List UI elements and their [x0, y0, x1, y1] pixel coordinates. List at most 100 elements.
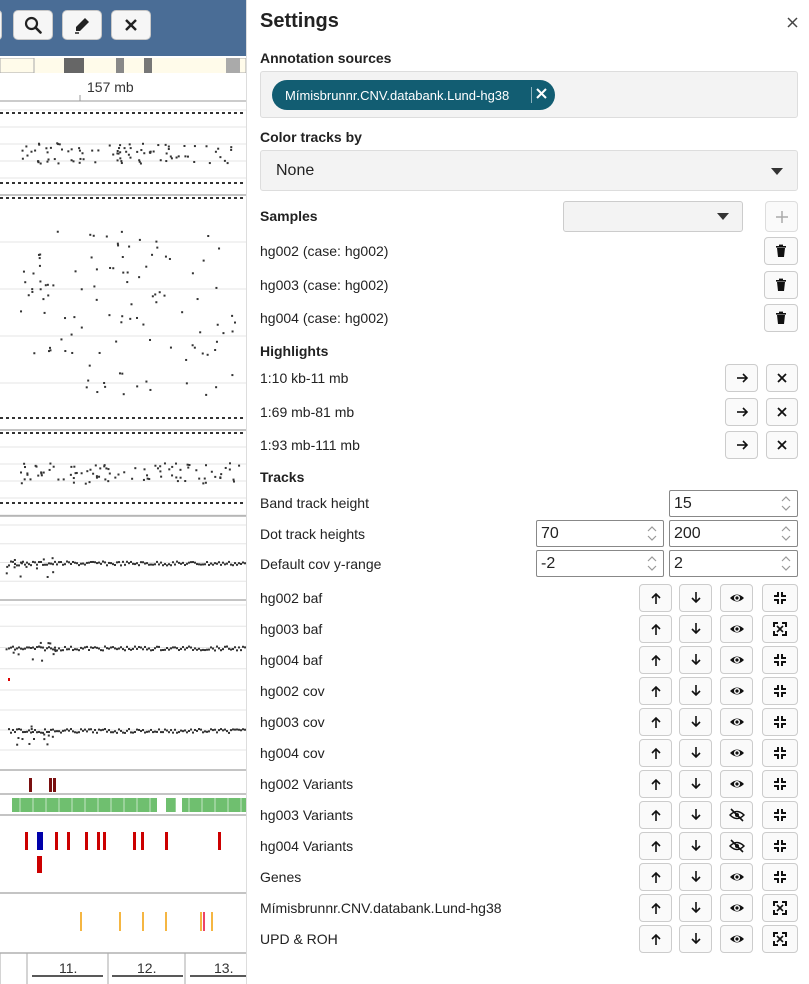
remove-highlight-button[interactable]	[766, 398, 798, 426]
baf-dot	[129, 156, 132, 159]
toggle-track-expand-button[interactable]	[762, 646, 798, 674]
move-track-up-button[interactable]	[639, 584, 672, 612]
cov-dot	[54, 730, 56, 733]
toggle-track-expand-button[interactable]	[762, 863, 798, 891]
baf-dot	[78, 147, 81, 150]
cov-y-range-min-input[interactable]: -2	[536, 550, 664, 577]
cov-dot	[70, 562, 72, 565]
marker-button[interactable]	[62, 10, 102, 40]
baf-dot	[207, 235, 210, 238]
cov-dot	[154, 647, 156, 650]
toggle-track-expand-button[interactable]	[762, 677, 798, 705]
move-track-down-button[interactable]	[679, 739, 712, 767]
add-sample-button[interactable]	[765, 201, 798, 232]
chromosome-label[interactable]: 11.	[59, 960, 78, 976]
dot-track-height-min-input[interactable]: 70	[536, 520, 664, 547]
genome-viewer[interactable]: 157 mb 11. 12. 13.	[0, 0, 246, 984]
toggle-track-visibility-button[interactable]	[720, 863, 753, 891]
toggle-track-visibility-button[interactable]	[720, 708, 753, 736]
move-track-up-button[interactable]	[639, 863, 672, 891]
move-track-up-button[interactable]	[639, 708, 672, 736]
zoom-button[interactable]	[13, 10, 53, 40]
spinner-icon[interactable]	[781, 555, 791, 572]
toggle-track-expand-button[interactable]	[762, 801, 798, 829]
toggle-track-expand-button[interactable]	[762, 739, 798, 767]
toggle-track-visibility-button[interactable]	[720, 677, 753, 705]
toggle-track-expand-button[interactable]	[762, 832, 798, 860]
remove-sample-button[interactable]	[764, 304, 798, 332]
move-track-up-button[interactable]	[639, 832, 672, 860]
goto-highlight-button[interactable]	[725, 431, 758, 459]
dot-track-height-max-input[interactable]: 200	[669, 520, 798, 547]
toggle-track-visibility-button[interactable]	[720, 832, 753, 860]
cov-dot	[64, 563, 66, 566]
annotation-sources-select[interactable]: Mímisbrunnr.CNV.databank.Lund-hg38	[260, 71, 798, 118]
toggle-track-visibility-button[interactable]	[720, 894, 753, 922]
goto-highlight-button[interactable]	[725, 398, 758, 426]
spinner-icon[interactable]	[781, 525, 791, 542]
toggle-track-visibility-button[interactable]	[720, 925, 753, 953]
cov-dot	[222, 561, 224, 564]
remove-highlight-button[interactable]	[766, 431, 798, 459]
move-track-down-button[interactable]	[679, 832, 712, 860]
toggle-track-expand-button[interactable]	[762, 770, 798, 798]
annotation-source-chip[interactable]: Mímisbrunnr.CNV.databank.Lund-hg38	[272, 80, 555, 110]
sample-select[interactable]	[563, 201, 743, 232]
cov-y-range-max-input[interactable]: 2	[669, 550, 798, 577]
move-track-down-button[interactable]	[679, 894, 712, 922]
move-track-down-button[interactable]	[679, 615, 712, 643]
chromosome-ideogram[interactable]	[0, 58, 246, 73]
baf-dot	[224, 466, 227, 469]
toggle-track-visibility-button[interactable]	[720, 770, 753, 798]
toggle-track-expand-button[interactable]	[762, 615, 798, 643]
viewer-tracks[interactable]	[0, 0, 246, 984]
move-track-down-button[interactable]	[679, 646, 712, 674]
move-track-up-button[interactable]	[639, 801, 672, 829]
cov-dot	[108, 729, 110, 732]
clear-button[interactable]	[111, 10, 151, 40]
remove-annotation-source-button[interactable]	[536, 84, 547, 104]
baf-dot	[122, 271, 125, 274]
chromosome-label[interactable]: 13.	[214, 960, 234, 976]
move-track-down-button[interactable]	[679, 863, 712, 891]
remove-sample-button[interactable]	[764, 237, 798, 265]
move-track-down-button[interactable]	[679, 677, 712, 705]
move-track-down-button[interactable]	[679, 801, 712, 829]
chromosome-label[interactable]: 12.	[137, 960, 157, 976]
toggle-track-visibility-button[interactable]	[720, 739, 753, 767]
toggle-track-visibility-button[interactable]	[720, 584, 753, 612]
move-track-down-button[interactable]	[679, 584, 712, 612]
toggle-track-visibility-button[interactable]	[720, 801, 753, 829]
move-track-up-button[interactable]	[639, 677, 672, 705]
spinner-icon[interactable]	[647, 525, 657, 542]
move-track-down-button[interactable]	[679, 708, 712, 736]
cov-dot	[84, 563, 86, 566]
color-tracks-select[interactable]: None	[260, 150, 798, 191]
cov-dot	[30, 725, 33, 728]
band-track-height-input[interactable]: 15	[669, 490, 798, 517]
move-track-down-button[interactable]	[679, 925, 712, 953]
move-track-up-button[interactable]	[639, 770, 672, 798]
remove-sample-button[interactable]	[764, 271, 798, 299]
remove-highlight-button[interactable]	[766, 364, 798, 392]
cov-dot	[168, 648, 170, 651]
cov-dot	[22, 648, 24, 651]
close-settings-button[interactable]	[784, 13, 800, 31]
move-track-up-button[interactable]	[639, 894, 672, 922]
move-track-up-button[interactable]	[639, 615, 672, 643]
toggle-track-expand-button[interactable]	[762, 925, 798, 953]
spinner-icon[interactable]	[647, 555, 657, 572]
toggle-track-visibility-button[interactable]	[720, 646, 753, 674]
cov-dot	[208, 563, 210, 566]
move-track-up-button[interactable]	[639, 646, 672, 674]
toggle-track-expand-button[interactable]	[762, 708, 798, 736]
cov-dot	[14, 563, 16, 566]
move-track-up-button[interactable]	[639, 739, 672, 767]
toggle-track-expand-button[interactable]	[762, 584, 798, 612]
toggle-track-visibility-button[interactable]	[720, 615, 753, 643]
toggle-track-expand-button[interactable]	[762, 894, 798, 922]
move-track-up-button[interactable]	[639, 925, 672, 953]
spinner-icon[interactable]	[781, 495, 791, 512]
goto-highlight-button[interactable]	[725, 364, 758, 392]
move-track-down-button[interactable]	[679, 770, 712, 798]
